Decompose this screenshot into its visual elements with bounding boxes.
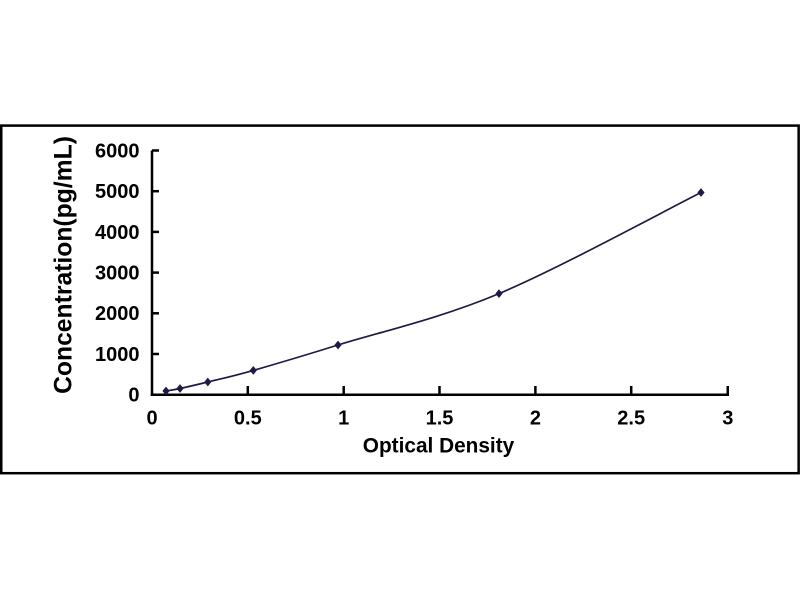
- svg-text:2000: 2000: [95, 303, 140, 325]
- svg-text:Concentration(pg/mL): Concentration(pg/mL): [51, 136, 78, 394]
- svg-text:3000: 3000: [95, 263, 140, 285]
- svg-text:1: 1: [338, 408, 349, 430]
- svg-text:2.5: 2.5: [617, 408, 645, 430]
- svg-text:0: 0: [146, 408, 157, 430]
- svg-text:1000: 1000: [95, 344, 140, 366]
- svg-text:4000: 4000: [95, 222, 140, 244]
- svg-text:0: 0: [128, 385, 139, 407]
- svg-text:3: 3: [722, 408, 733, 430]
- svg-text:1.5: 1.5: [426, 408, 454, 430]
- svg-text:5000: 5000: [95, 181, 140, 203]
- svg-text:0.5: 0.5: [234, 408, 262, 430]
- svg-text:2: 2: [530, 408, 541, 430]
- svg-text:Optical Density: Optical Density: [363, 435, 515, 458]
- svg-text:6000: 6000: [95, 140, 140, 162]
